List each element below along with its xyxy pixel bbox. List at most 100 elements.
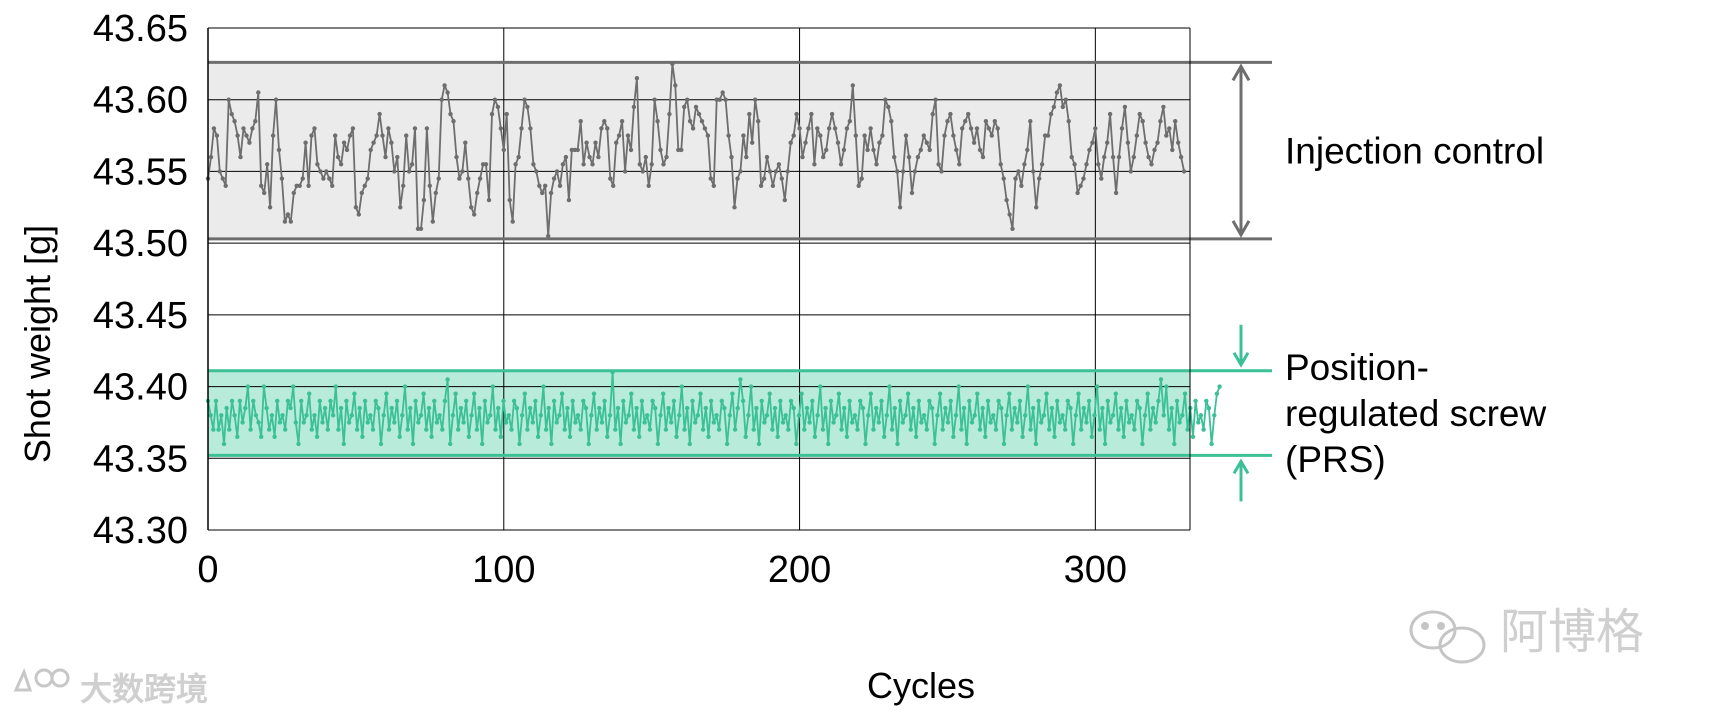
data-point-0-60 bbox=[383, 154, 388, 160]
data-point-1-217 bbox=[783, 413, 788, 418]
series-group bbox=[205, 61, 1222, 447]
data-point-1-242 bbox=[850, 420, 855, 425]
data-point-0-227 bbox=[877, 140, 882, 145]
data-point-1-352 bbox=[1142, 413, 1148, 418]
data-point-0-40 bbox=[324, 169, 329, 174]
data-point-1-107 bbox=[490, 384, 495, 389]
data-point-1-361 bbox=[1166, 427, 1172, 432]
data-point-0-228 bbox=[880, 133, 885, 138]
data-point-1-58 bbox=[360, 434, 365, 439]
data-point-1-174 bbox=[669, 420, 674, 425]
data-point-1-308 bbox=[1025, 384, 1031, 389]
data-point-0-115 bbox=[546, 233, 551, 239]
data-point-1-152 bbox=[610, 370, 615, 375]
data-point-1-153 bbox=[613, 427, 618, 432]
data-point-0-55 bbox=[368, 147, 373, 153]
data-point-1-185 bbox=[698, 391, 703, 396]
data-point-1-154 bbox=[615, 405, 621, 411]
data-point-1-246 bbox=[860, 405, 866, 411]
data-point-1-319 bbox=[1055, 398, 1060, 404]
data-point-1-215 bbox=[778, 398, 783, 404]
data-point-1-271 bbox=[927, 398, 932, 404]
data-point-1-144 bbox=[589, 413, 594, 418]
data-point-0-243 bbox=[924, 140, 929, 145]
data-point-0-256 bbox=[963, 119, 968, 124]
data-point-1-183 bbox=[693, 420, 698, 425]
data-point-1-170 bbox=[658, 413, 663, 418]
data-point-0-151 bbox=[652, 97, 657, 102]
data-point-1-177 bbox=[677, 413, 682, 418]
data-point-1-35 bbox=[299, 398, 304, 404]
data-point-1-140 bbox=[578, 427, 583, 432]
data-point-0-204 bbox=[809, 111, 814, 117]
data-point-1-296 bbox=[993, 427, 999, 432]
data-point-0-153 bbox=[658, 147, 663, 153]
data-point-0-16 bbox=[253, 119, 258, 124]
data-point-1-82 bbox=[424, 427, 429, 432]
data-point-0-17 bbox=[256, 90, 261, 95]
data-point-0-313 bbox=[1131, 154, 1137, 160]
data-point-0-27 bbox=[285, 212, 291, 217]
data-point-1-8 bbox=[227, 427, 232, 432]
data-point-1-267 bbox=[916, 398, 921, 404]
data-point-1-166 bbox=[647, 427, 653, 432]
data-point-1-178 bbox=[679, 384, 684, 389]
data-point-0-118 bbox=[554, 169, 560, 174]
data-point-1-334 bbox=[1094, 384, 1100, 389]
data-point-0-280 bbox=[1034, 205, 1039, 210]
data-point-1-41 bbox=[314, 434, 320, 439]
data-point-1-141 bbox=[581, 398, 586, 404]
data-point-0-7 bbox=[226, 97, 231, 102]
data-point-0-225 bbox=[871, 147, 876, 153]
data-point-0-213 bbox=[835, 140, 841, 145]
data-point-0-150 bbox=[649, 162, 654, 167]
data-point-0-167 bbox=[699, 119, 705, 124]
data-point-1-302 bbox=[1009, 427, 1015, 432]
data-point-1-201 bbox=[740, 398, 746, 404]
data-point-1-325 bbox=[1071, 441, 1076, 447]
data-point-1-254 bbox=[882, 434, 887, 439]
data-point-1-136 bbox=[567, 434, 573, 439]
data-point-1-57 bbox=[357, 405, 362, 411]
data-point-1-59 bbox=[362, 398, 368, 404]
data-point-0-120 bbox=[560, 162, 566, 167]
data-point-1-22 bbox=[264, 405, 269, 411]
data-point-0-185 bbox=[753, 97, 758, 102]
tick-labels: 43.30 43.35 43.40 43.45 43.50 43.55 43.60 43.65… bbox=[93, 8, 1127, 591]
data-point-0-5 bbox=[220, 176, 225, 181]
data-point-1-1 bbox=[208, 413, 213, 418]
data-point-1-256 bbox=[887, 384, 892, 389]
data-point-0-181 bbox=[741, 133, 746, 138]
data-point-1-21 bbox=[261, 384, 267, 389]
data-point-1-378 bbox=[1212, 413, 1217, 418]
data-point-0-329 bbox=[1178, 154, 1184, 160]
data-point-1-261 bbox=[900, 420, 905, 425]
data-point-0-309 bbox=[1119, 126, 1125, 131]
data-point-0-206 bbox=[815, 126, 820, 131]
data-point-1-315 bbox=[1044, 391, 1049, 396]
data-point-1-343 bbox=[1118, 405, 1124, 411]
bottom-left-watermark: 大数跨境 bbox=[13, 667, 208, 708]
data-point-1-147 bbox=[597, 405, 602, 411]
data-point-1-129 bbox=[549, 441, 554, 447]
data-point-1-221 bbox=[794, 441, 799, 447]
data-point-0-66 bbox=[401, 183, 406, 188]
data-point-1-205 bbox=[751, 427, 756, 432]
data-point-1-108 bbox=[493, 427, 498, 432]
data-point-1-72 bbox=[397, 434, 402, 439]
data-point-1-252 bbox=[876, 420, 881, 425]
data-point-1-249 bbox=[868, 391, 873, 396]
data-point-1-374 bbox=[1201, 427, 1206, 432]
data-point-1-243 bbox=[852, 413, 858, 418]
data-point-0-144 bbox=[631, 104, 637, 110]
data-point-0-119 bbox=[557, 183, 563, 188]
data-point-0-77 bbox=[433, 190, 438, 196]
data-point-0-215 bbox=[841, 147, 847, 153]
data-point-1-156 bbox=[621, 398, 626, 404]
data-point-0-162 bbox=[685, 97, 690, 102]
data-point-1-30 bbox=[285, 398, 291, 404]
data-point-1-25 bbox=[272, 434, 277, 439]
data-point-0-282 bbox=[1039, 162, 1045, 167]
data-point-0-80 bbox=[442, 83, 447, 88]
data-point-0-288 bbox=[1057, 83, 1063, 88]
